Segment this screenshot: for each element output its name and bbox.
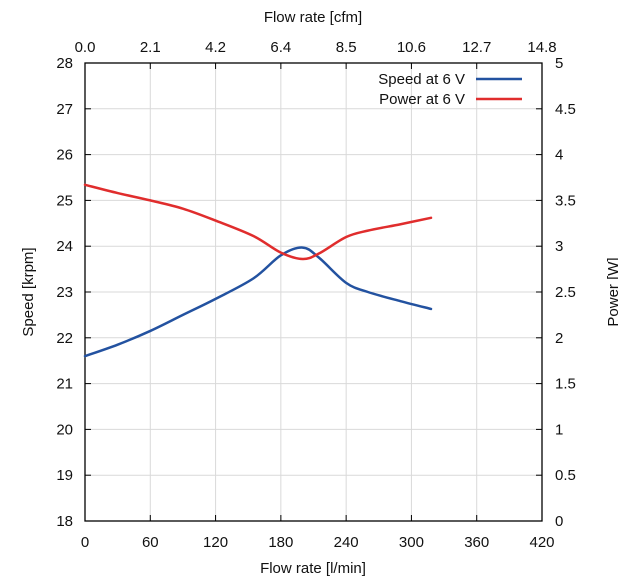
series-line-power [83, 183, 433, 261]
y-tick-label: 21 [56, 376, 73, 393]
axis-ticks: 00.0602.11204.21806.42408.530010.636012.… [56, 39, 576, 551]
y2-tick-label: 1.5 [555, 376, 576, 393]
y-tick-label: 28 [56, 55, 73, 72]
x2-tick-label: 6.4 [270, 39, 291, 56]
x2-tick-label: 8.5 [336, 39, 357, 56]
x-tick-label: 120 [203, 534, 228, 551]
x-tick-label: 180 [268, 534, 293, 551]
x-tick-label: 0 [81, 534, 89, 551]
series [83, 183, 433, 358]
y2-axis-title: Power [W] [605, 257, 618, 326]
x2-axis-title: Flow rate [cfm] [264, 9, 362, 26]
y-axis-title: Speed [krpm] [20, 247, 37, 336]
legend: Speed at 6 V Power at 6 V [378, 71, 522, 108]
x2-tick-label: 4.2 [205, 39, 226, 56]
x-tick-label: 360 [464, 534, 489, 551]
x-tick-label: 420 [529, 534, 554, 551]
y-tick-label: 20 [56, 421, 73, 438]
x2-tick-label: 10.6 [397, 39, 426, 56]
y2-tick-label: 4 [555, 147, 563, 164]
x-tick-label: 60 [142, 534, 159, 551]
x-tick-label: 300 [399, 534, 424, 551]
y-tick-label: 23 [56, 284, 73, 301]
y-tick-label: 24 [56, 238, 73, 255]
x-tick-label: 240 [334, 534, 359, 551]
x2-tick-label: 12.7 [462, 39, 491, 56]
y2-tick-label: 3.5 [555, 192, 576, 209]
y-tick-label: 26 [56, 147, 73, 164]
legend-label-speed: Speed at 6 V [378, 71, 465, 88]
y2-tick-label: 1 [555, 421, 563, 438]
series-line-speed [83, 246, 433, 358]
x2-tick-label: 14.8 [527, 39, 556, 56]
x-axis-title: Flow rate [l/min] [260, 560, 366, 577]
y2-tick-label: 0 [555, 513, 563, 530]
y2-tick-label: 0.5 [555, 467, 576, 484]
y-tick-label: 22 [56, 330, 73, 347]
y2-tick-label: 5 [555, 55, 563, 72]
y2-tick-label: 2.5 [555, 284, 576, 301]
y-tick-label: 19 [56, 467, 73, 484]
grid [84, 62, 543, 522]
y2-tick-label: 3 [555, 238, 563, 255]
y2-tick-label: 2 [555, 330, 563, 347]
y-tick-label: 18 [56, 513, 73, 530]
y-tick-label: 27 [56, 101, 73, 118]
x2-tick-label: 0.0 [75, 39, 96, 56]
legend-label-power: Power at 6 V [379, 91, 465, 108]
y2-tick-label: 4.5 [555, 101, 576, 118]
x2-tick-label: 2.1 [140, 39, 161, 56]
y-tick-label: 25 [56, 192, 73, 209]
